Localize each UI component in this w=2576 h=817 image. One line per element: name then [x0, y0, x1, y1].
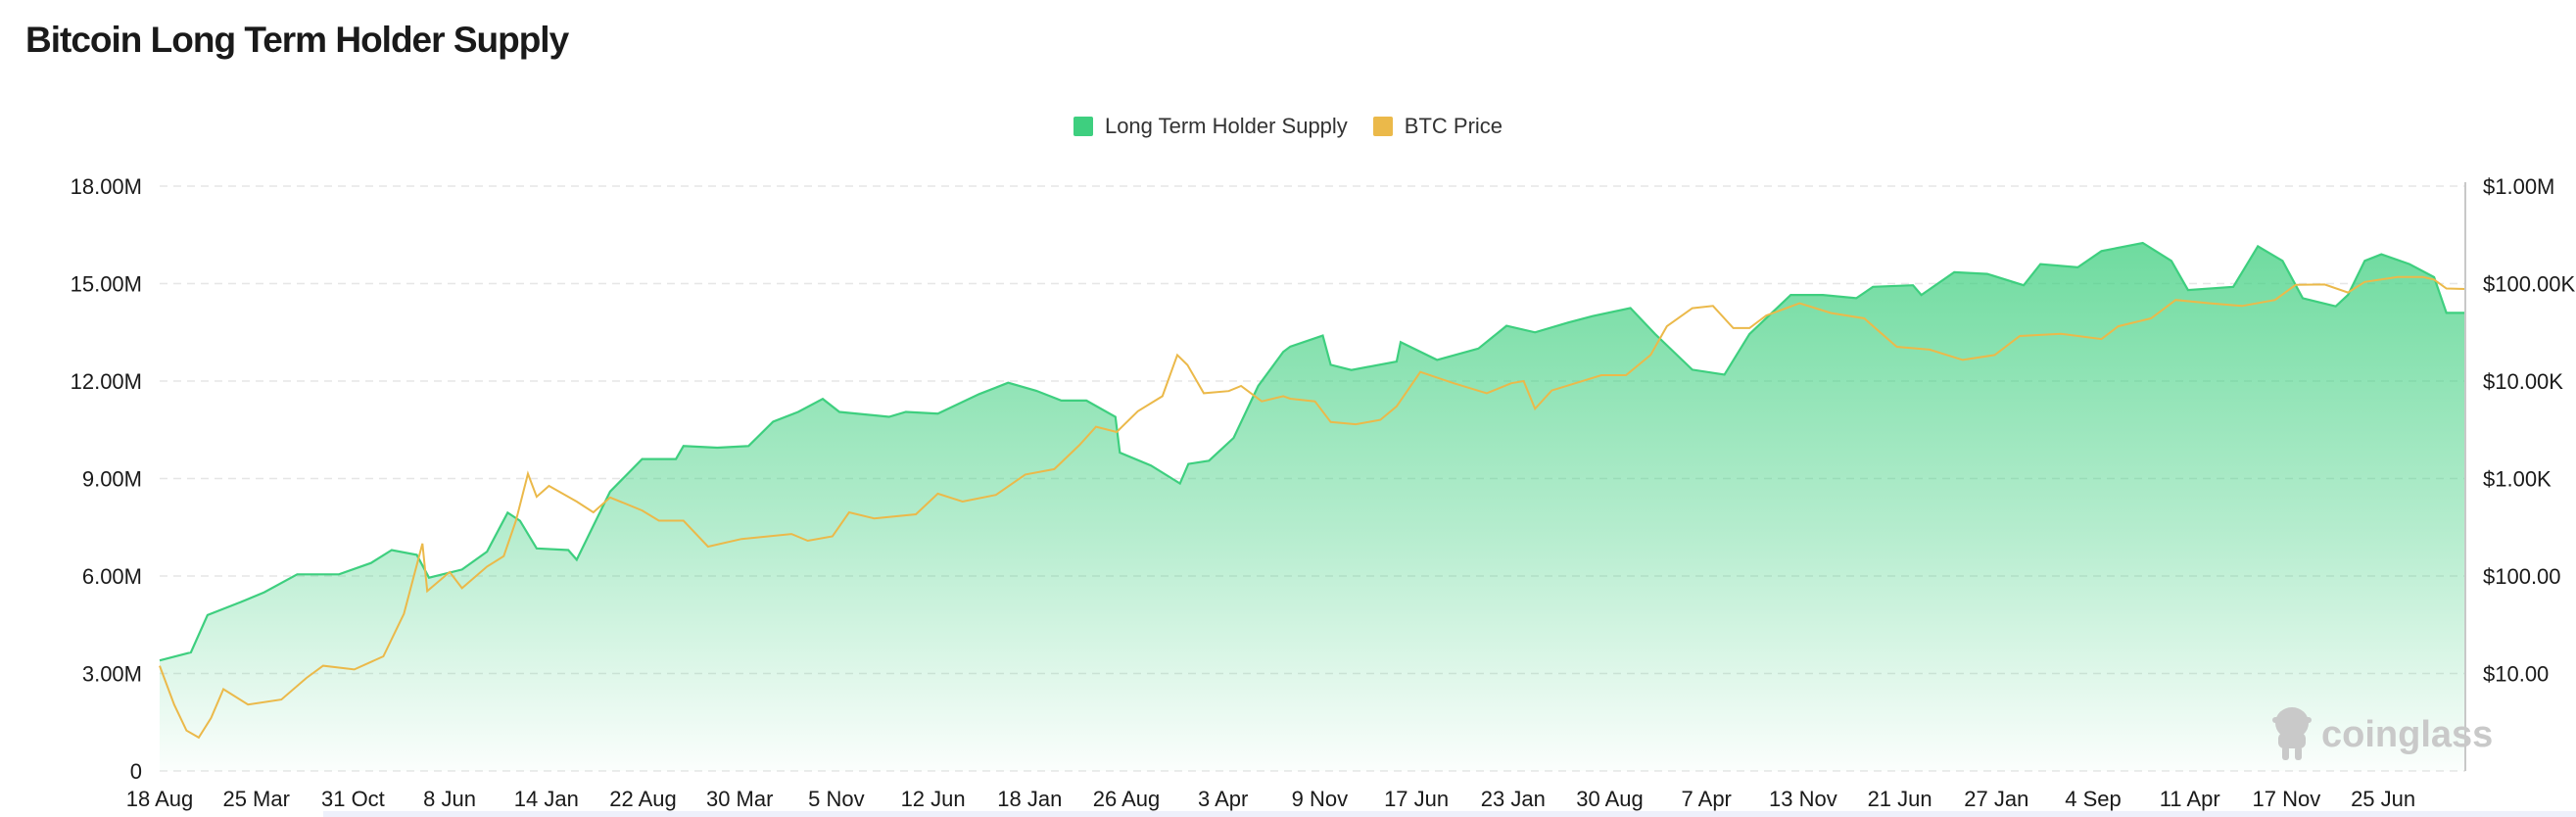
- y-left-tick-label: 9.00M: [82, 467, 142, 492]
- y-left-tick-label: 3.00M: [82, 662, 142, 687]
- x-tick-label: 17 Nov: [2253, 787, 2321, 811]
- x-tick-label: 14 Jan: [514, 787, 579, 811]
- x-tick-label: 18 Jan: [997, 787, 1062, 811]
- y-left-tick-label: 6.00M: [82, 564, 142, 589]
- x-tick-label: 13 Nov: [1769, 787, 1837, 811]
- x-tick-label: 3 Apr: [1198, 787, 1248, 811]
- y-right-tick-label: $1.00M: [2483, 174, 2554, 199]
- y-right-tick-label: $100.00: [2483, 564, 2561, 589]
- legend-swatch-btc-price: [1372, 117, 1393, 136]
- bottom-strip: [323, 811, 2576, 817]
- lth-supply-area: [160, 243, 2465, 771]
- legend: Long Term Holder Supply BTC Price: [0, 114, 2576, 139]
- x-tick-label: 22 Aug: [609, 787, 677, 811]
- series-layer: [159, 241, 2466, 771]
- x-tick-label: 30 Aug: [1576, 787, 1644, 811]
- y-right-tick-label: $10.00: [2483, 662, 2549, 687]
- x-tick-label: 26 Aug: [1093, 787, 1161, 811]
- x-tick-label: 31 Oct: [321, 787, 385, 811]
- y-left-tick-label: 0: [130, 759, 142, 784]
- legend-item-btc-price[interactable]: BTC Price: [1372, 114, 1503, 139]
- watermark-text: coinglass: [2321, 714, 2493, 755]
- legend-label-btc-price: BTC Price: [1404, 114, 1503, 138]
- x-tick-label: 18 Aug: [126, 787, 194, 811]
- x-tick-label: 25 Jun: [2351, 787, 2415, 811]
- lth-supply-line: [159, 241, 2465, 662]
- x-tick-label: 27 Jan: [1964, 787, 2028, 811]
- legend-swatch-lth-supply: [1073, 117, 1093, 136]
- y-left-tick-label: 18.00M: [71, 174, 142, 199]
- axes: 0 3.00M 6.00M 9.00M 12.00M 15.00M 18.00M $10.00…: [71, 174, 2576, 811]
- legend-label-lth-supply: Long Term Holder Supply: [1104, 114, 1348, 138]
- coinglass-mascot-icon: [2272, 707, 2312, 760]
- x-tick-label: 17 Jun: [1384, 787, 1449, 811]
- y-right-tick-label: $100.00K: [2483, 272, 2576, 297]
- x-tick-label: 30 Mar: [706, 787, 773, 811]
- y-right-tick-label: $10.00K: [2483, 369, 2563, 394]
- x-tick-label: 7 Apr: [1682, 787, 1732, 811]
- btc-price-line: [159, 275, 2466, 740]
- x-tick-label: 9 Nov: [1292, 787, 1348, 811]
- y-left-tick-label: 12.00M: [71, 369, 142, 394]
- x-tick-label: 21 Jun: [1868, 787, 1932, 811]
- x-tick-label: 8 Jun: [423, 787, 476, 811]
- x-tick-label: 25 Mar: [222, 787, 289, 811]
- x-tick-label: 5 Nov: [808, 787, 864, 811]
- x-tick-label: 23 Jan: [1481, 787, 1546, 811]
- x-tick-label: 12 Jun: [901, 787, 966, 811]
- chart-title: Bitcoin Long Term Holder Supply: [25, 20, 569, 60]
- legend-item-lth-supply[interactable]: Long Term Holder Supply: [1073, 114, 1348, 139]
- y-left-tick-label: 15.00M: [71, 272, 142, 297]
- x-tick-label: 11 Apr: [2160, 787, 2220, 811]
- x-tick-label: 4 Sep: [2065, 787, 2122, 811]
- y-right-tick-label: $1.00K: [2483, 467, 2552, 492]
- watermark-coinglass: coinglass: [2272, 707, 2493, 760]
